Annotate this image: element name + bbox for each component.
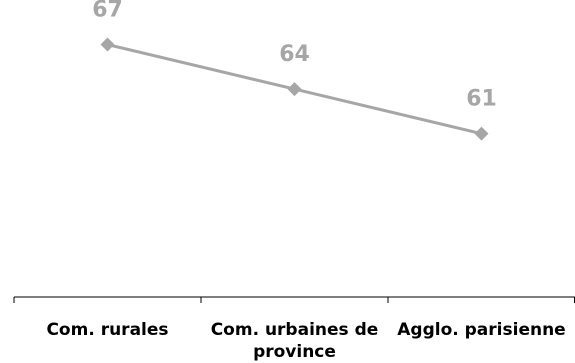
x-tick-label: Com. rurales <box>46 320 168 340</box>
plot-area: 67 64 61 <box>92 0 497 141</box>
x-tick-label: province <box>253 342 336 362</box>
data-label: 61 <box>466 87 497 112</box>
x-tick-label: Com. urbaines de <box>211 320 379 340</box>
x-tick-label: Agglo. parisienne <box>397 320 565 340</box>
data-point-marker <box>474 126 489 141</box>
data-label: 64 <box>279 42 310 67</box>
data-point-marker <box>287 82 302 97</box>
data-label: 67 <box>92 0 123 23</box>
data-point-marker <box>100 37 115 52</box>
